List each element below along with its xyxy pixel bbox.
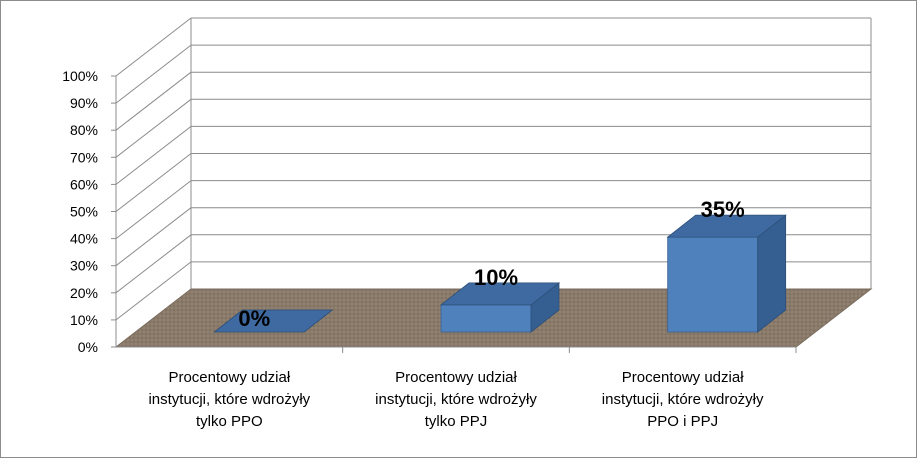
chart-walls (115, 17, 872, 321)
category-label: Procentowy udział instytucji, które wdroż… (602, 369, 764, 430)
gridline-diagonal (115, 98, 192, 158)
y-tick-label: 30% (70, 258, 98, 274)
gridline-diagonal (115, 126, 192, 185)
category-label-line: Procentowy udział (622, 369, 744, 386)
data-label: 35% (701, 197, 745, 222)
data-labels: 0% 10% 35% (238, 197, 744, 331)
bars (213, 214, 787, 333)
category-label-line: PPO i PPJ (647, 413, 718, 430)
gridline-diagonal (115, 17, 192, 77)
y-tick-label: 100% (62, 68, 98, 84)
category-labels: Procentowy udział instytucji, które wdroż… (148, 369, 764, 430)
bar-top (439, 282, 561, 306)
bar-front (440, 304, 532, 333)
y-tick-label: 80% (70, 122, 98, 138)
category-label-line: Procentowy udział (395, 369, 517, 386)
gridline-diagonal (115, 44, 192, 104)
y-tick-label: 0% (78, 339, 98, 355)
bar (666, 214, 787, 333)
y-tick-label: 90% (70, 95, 98, 111)
y-axis: 0% 10% 20% 30% 40% 50% 60% 70% 80% 90% 100% (62, 68, 797, 355)
bar-top (666, 214, 787, 238)
category-label: Procentowy udział instytucji, które wdroż… (375, 369, 537, 430)
y-tick-label: 50% (70, 204, 98, 220)
y-tick-label: 70% (70, 149, 98, 165)
category-label-line: instytucji, które wdrożyły (602, 391, 764, 408)
bar (439, 282, 561, 333)
data-label: 0% (238, 306, 270, 331)
category-label-line: tylko PPO (196, 413, 263, 430)
y-tick-label: 20% (70, 285, 98, 301)
y-tick-label: 60% (70, 176, 98, 192)
category-label-line: instytucji, które wdrożyły (375, 391, 537, 408)
category-label-line: instytucji, które wdrożyły (148, 391, 310, 408)
y-tick-label: 10% (70, 312, 98, 328)
bar-top (213, 309, 334, 333)
y-tick-label: 40% (70, 231, 98, 247)
gridline-diagonal (115, 234, 192, 294)
gridline-diagonal (115, 207, 192, 267)
bar (213, 309, 334, 333)
category-label-line: tylko PPJ (425, 413, 488, 430)
gridline-diagonal (115, 261, 192, 321)
gridline-diagonal (115, 71, 192, 131)
gridline-diagonal (115, 153, 192, 212)
gridline-diagonal (115, 180, 192, 239)
data-label: 10% (474, 265, 518, 290)
category-label-line: Procentowy udział (168, 369, 290, 386)
category-label: Procentowy udział instytucji, które wdroż… (148, 369, 310, 430)
bar-front (667, 236, 759, 333)
